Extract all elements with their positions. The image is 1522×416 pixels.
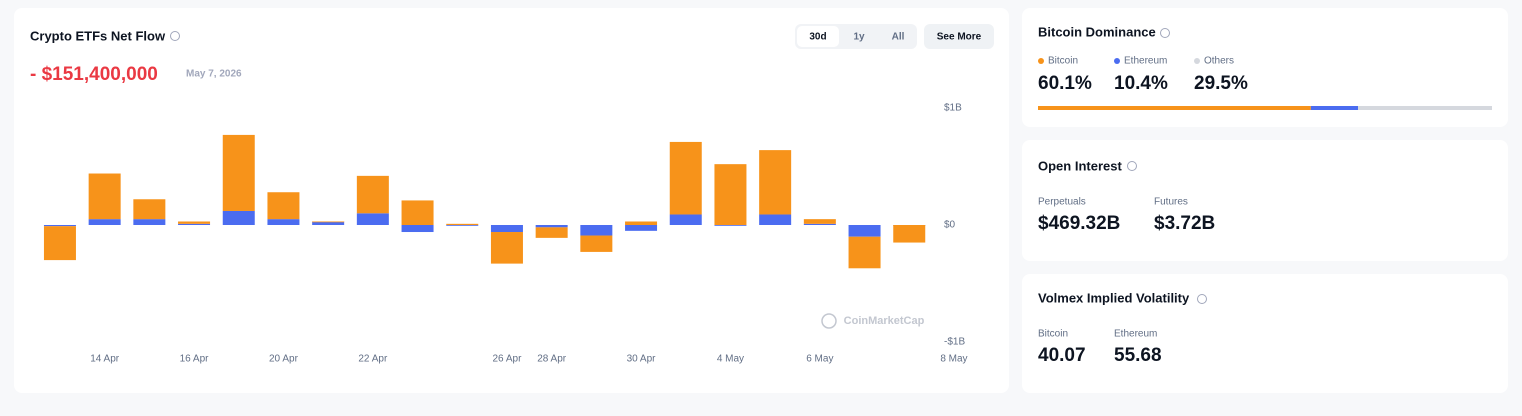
x-tick-label: 14 Apr [90,354,120,365]
bar-segment [803,219,836,224]
bar-segment [669,141,702,215]
x-tick-label: 8 May [940,354,967,365]
card-title: Open Interest [1038,158,1122,173]
dominance-segment [1038,106,1311,110]
y-tick-label: $0 [944,220,956,231]
watermark: CoinMarketCap [844,315,925,327]
net-flow: - $151,400,000 [30,64,158,85]
chart-title: Crypto ETFs Net Flow [30,28,166,43]
legend-dot [1114,58,1120,64]
bar-segment [43,225,76,227]
x-tick-label: 28 Apr [537,354,567,365]
bar-segment [133,219,166,225]
open-interest-card [1022,140,1508,261]
volatility-card [1022,274,1508,393]
x-tick-label: 20 Apr [269,354,299,365]
bar-segment [312,221,345,225]
bar-segment [401,225,434,233]
metric-label: Bitcoin [1038,329,1068,340]
flow-card [14,8,1009,393]
metric-label: Perpetuals [1038,197,1086,208]
bar-segment [580,225,613,236]
legend-label: Bitcoin [1048,56,1078,67]
bar-segment [714,164,747,225]
bar-segment [401,200,434,225]
bar-segment [446,225,479,226]
bar-segment [669,214,702,225]
dominance-value: 10.4% [1114,73,1168,94]
metric-label: Ethereum [1114,329,1157,340]
metric-value: 40.07 [1038,345,1086,366]
bar-segment [133,199,166,220]
info-icon[interactable] [1127,161,1137,171]
info-icon[interactable] [1160,28,1170,38]
bar-segment [490,232,523,264]
legend-dot [1038,58,1044,64]
y-tick-label: $1B [944,103,962,114]
bar-segment [490,225,523,233]
bar-segment [580,235,613,252]
card-title: Bitcoin Dominance [1038,24,1156,39]
bar-segment [625,225,658,231]
bar-segment [267,192,300,220]
bar-segment [356,175,389,214]
tab[interactable]: 30d [809,32,826,43]
bar-segment [222,210,255,225]
bar-segment [267,219,300,225]
tab[interactable]: 1y [853,32,865,43]
legend-label: Others [1204,56,1234,67]
dominance-segment [1358,106,1492,110]
bar-segment [848,225,881,237]
bar-segment [803,223,836,225]
info-icons [170,28,1207,329]
bar-segment [625,221,658,225]
metric-value: $3.72B [1154,213,1215,234]
metric-label: Futures [1154,197,1188,208]
metric-value: $469.32B [1038,213,1120,234]
y-tick-label: -$1B [944,337,965,348]
bar-segment [88,219,121,225]
x-tick-label: 6 May [806,354,833,365]
active-tab [797,26,839,47]
metric-value: 55.68 [1114,345,1162,366]
tab[interactable]: All [892,32,905,43]
x-tick-label: 30 Apr [627,354,657,365]
bar-segment [893,225,926,243]
bar-segment [88,173,121,220]
card-title: Volmex Implied Volatility [1038,290,1190,305]
bar-segment [714,225,747,226]
net-flow-date: May 7, 2026 [186,69,242,80]
bar-segment [759,214,792,225]
bar-segment [446,223,479,225]
bar-segment [312,221,345,223]
bar-segment [178,223,211,225]
bar-segment [535,225,568,228]
info-icon[interactable] [170,31,180,41]
bar-segment [178,221,211,224]
see-more-button[interactable] [924,24,994,49]
bar-segment [222,134,255,211]
x-tick-label: 22 Apr [358,354,388,365]
bar-segment [356,213,389,225]
x-tick-label: 16 Apr [180,354,210,365]
legend-label: Ethereum [1124,56,1167,67]
bar-segment [848,236,881,269]
info-icon[interactable] [1197,294,1207,304]
bar-segment [43,226,76,261]
see-more[interactable]: See More [937,32,982,43]
x-tick-label: 26 Apr [492,354,522,365]
dominance-segment [1310,106,1359,110]
dominance-value: 29.5% [1194,73,1248,94]
bar-segment [535,227,568,238]
x-tick-label: 4 May [717,354,744,365]
watermark-logo [821,313,837,329]
legend-dot [1194,58,1200,64]
dominance-value: 60.1% [1038,73,1092,94]
bar-segment [759,150,792,215]
dominance-card [1022,8,1508,127]
